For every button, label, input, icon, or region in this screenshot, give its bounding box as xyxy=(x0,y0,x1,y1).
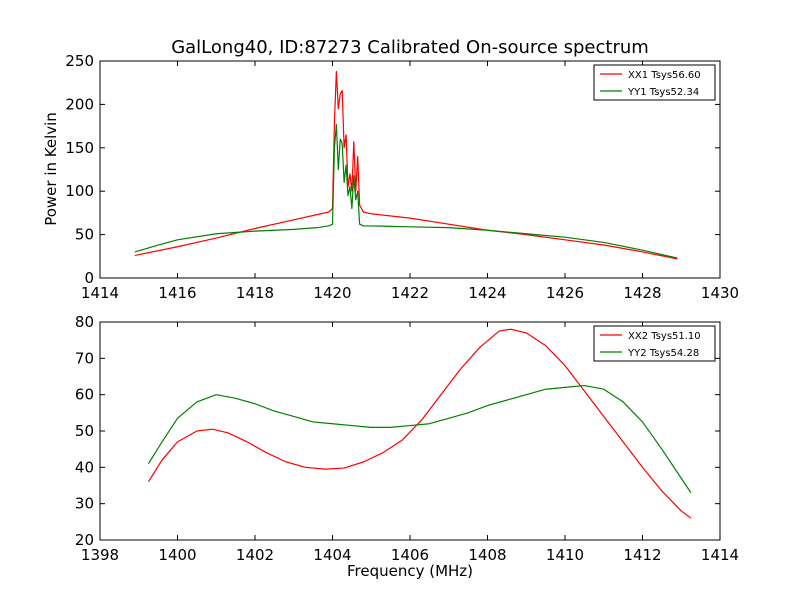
x-tick-label-0-7: 1428 xyxy=(623,284,661,302)
y-tick-label-0-4: 200 xyxy=(65,95,94,113)
y-tick-label-0-1: 50 xyxy=(75,226,94,244)
legend-label-1-0: XX2 Tsys51.10 xyxy=(628,331,701,342)
x-tick-label-1-5: 1408 xyxy=(468,546,506,564)
x-tick-label-0-4: 1422 xyxy=(391,284,429,302)
y-tick-label-0-3: 150 xyxy=(65,139,94,157)
x-tick-label-1-2: 1402 xyxy=(236,546,274,564)
y-tick-label-1-1: 30 xyxy=(75,495,94,513)
x-tick-label-0-1: 1416 xyxy=(158,284,196,302)
x-tick-label-0-8: 1430 xyxy=(701,284,739,302)
series-line-1-0 xyxy=(147,328,692,519)
y-tick-label-0-2: 100 xyxy=(65,182,94,200)
x-tick-label-1-8: 1414 xyxy=(701,546,739,564)
x-tick-label-1-3: 1404 xyxy=(313,546,351,564)
series-line-0-1 xyxy=(134,123,678,259)
x-axis-title-bottom: Frequency (MHz) xyxy=(347,562,473,580)
series-line-1-1 xyxy=(147,384,692,494)
y-tick-label-0-0: 0 xyxy=(84,269,94,287)
x-tick-label-1-4: 1406 xyxy=(391,546,429,564)
legend-box-1 xyxy=(593,325,716,362)
bottom-plot: 1398 1400 1402 1404 1406 1408 1410 1412 1414 20 30… xyxy=(75,313,739,564)
x-tick-label-0-2: 1418 xyxy=(236,284,274,302)
y-axis-title-top: Power in Kelvin xyxy=(42,112,60,226)
x-tick-label-1-7: 1412 xyxy=(623,546,661,564)
legend-label-1-1: YY2 Tsys54.28 xyxy=(627,348,699,359)
x-tick-label-1-6: 1410 xyxy=(546,546,584,564)
chart-title: GalLong40, ID:87273 Calibrated On-source… xyxy=(171,37,649,58)
legend-label-0-1: YY1 Tsys52.34 xyxy=(627,87,699,98)
x-tick-label-0-5: 1424 xyxy=(468,284,506,302)
x-tick-label-1-1: 1400 xyxy=(158,546,196,564)
x-tick-label-1-0: 1398 xyxy=(81,546,119,564)
top-plot: 1414 1416 1418 1420 1422 1424 1426 1428 1430 0 50 1… xyxy=(65,52,739,302)
y-tick-label-0-5: 250 xyxy=(65,52,94,70)
y-tick-label-1-5: 70 xyxy=(75,349,94,367)
y-tick-label-1-6: 80 xyxy=(75,313,94,331)
y-tick-label-1-0: 20 xyxy=(75,531,94,549)
x-tick-label-0-0: 1414 xyxy=(81,284,119,302)
legend-label-0-0: XX1 Tsys56.60 xyxy=(628,70,701,81)
x-tick-label-0-6: 1426 xyxy=(546,284,584,302)
y-tick-label-1-3: 50 xyxy=(75,422,94,440)
y-tick-label-1-4: 60 xyxy=(75,386,94,404)
y-tick-label-1-2: 40 xyxy=(75,458,94,476)
legend-box-0 xyxy=(593,64,716,101)
x-tick-label-0-3: 1420 xyxy=(313,284,351,302)
